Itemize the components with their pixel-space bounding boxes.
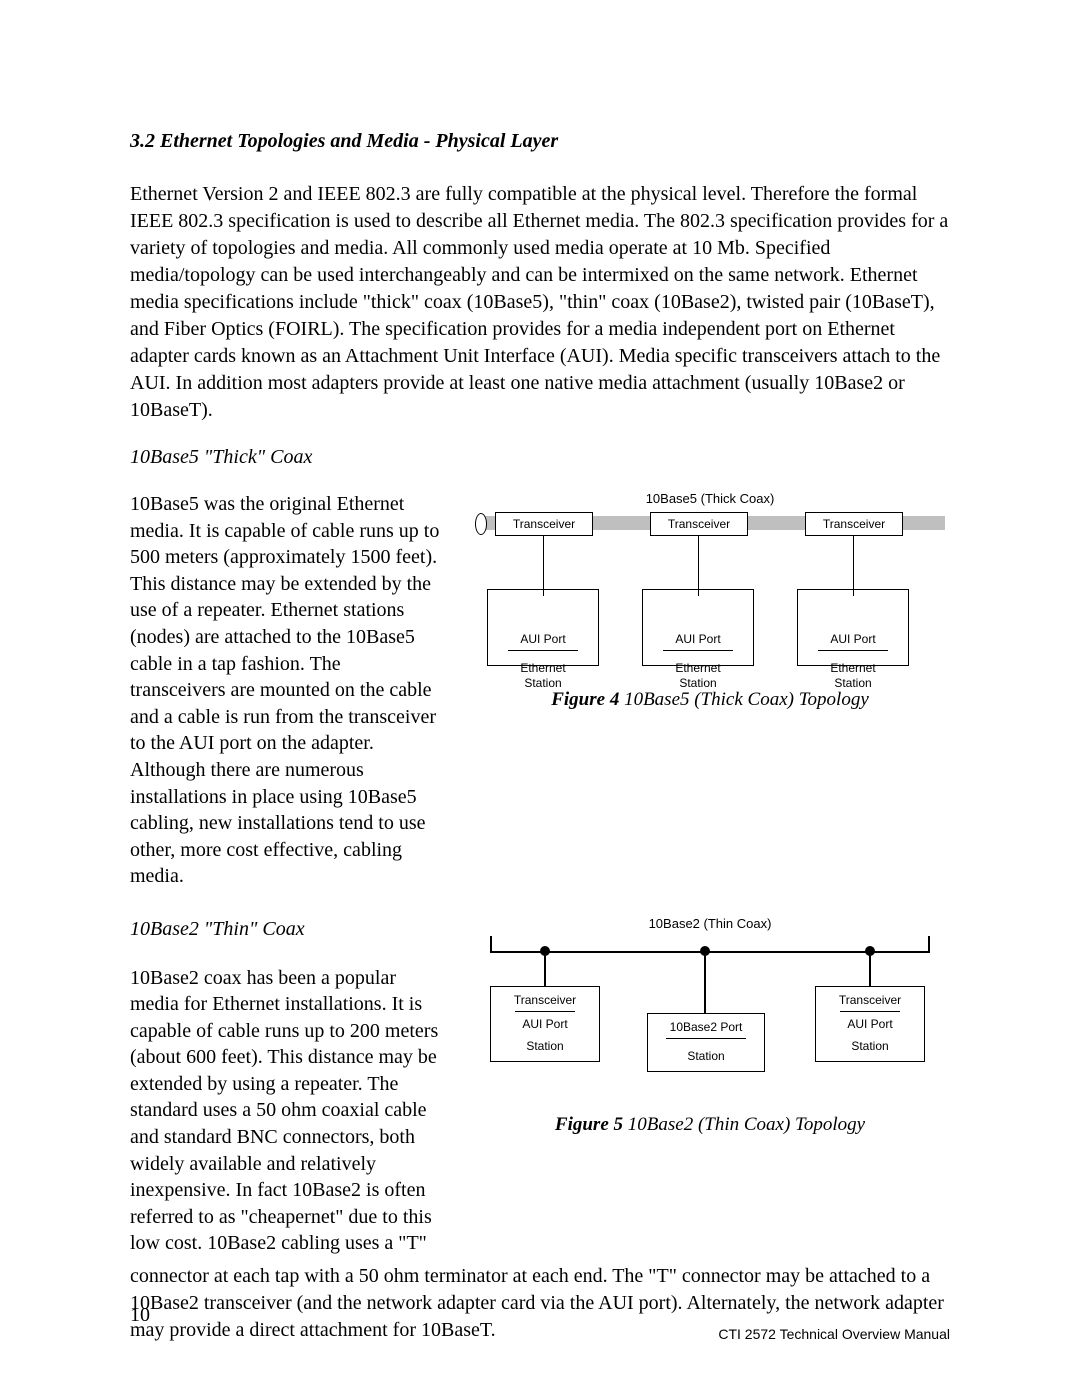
station-box: AUI Port Ethernet Station bbox=[797, 589, 909, 666]
paragraph-10base2-a: 10Base2 coax has been a popular media fo… bbox=[130, 965, 440, 1258]
aui-port-label: AUI Port bbox=[663, 632, 733, 651]
figure4-caption-number: Figure 4 bbox=[551, 689, 619, 710]
drop-line-icon bbox=[704, 951, 706, 1013]
drop-line-icon bbox=[869, 951, 871, 986]
station-label-2: Station bbox=[488, 676, 598, 691]
drop-line-icon bbox=[853, 536, 854, 596]
terminator-right-icon bbox=[928, 936, 930, 953]
station-label: Station bbox=[648, 1039, 764, 1071]
base2-port-label: 10Base2 Port bbox=[648, 1014, 764, 1038]
drop-line-icon bbox=[544, 951, 546, 986]
aui-port-label: AUI Port bbox=[818, 632, 888, 651]
paragraph-10base5: 10Base5 was the original Ethernet media.… bbox=[130, 491, 440, 890]
figure5-caption-number: Figure 5 bbox=[555, 1114, 623, 1135]
station-box: AUI Port Ethernet Station bbox=[642, 589, 754, 666]
station-label: Station bbox=[816, 1035, 924, 1061]
aui-port-label: AUI Port bbox=[816, 1012, 924, 1035]
aui-port-label: AUI Port bbox=[491, 1012, 599, 1035]
thin-coax-line-icon bbox=[490, 951, 930, 953]
station-label-2: Station bbox=[643, 676, 753, 691]
station-label-1: Ethernet bbox=[643, 661, 753, 676]
intro-paragraph: Ethernet Version 2 and IEEE 802.3 are fu… bbox=[130, 181, 950, 424]
station-box: AUI Port Ethernet Station bbox=[487, 589, 599, 666]
figure4-caption-text: 10Base5 (Thick Coax) Topology bbox=[619, 689, 868, 710]
page-number: 10 bbox=[130, 1304, 150, 1327]
terminator-left-icon bbox=[490, 936, 492, 953]
aui-port-label: AUI Port bbox=[508, 632, 578, 651]
figure4-wrapper: 10Base5 (Thick Coax) Transceiver AUI Por… bbox=[470, 491, 950, 711]
section-10base2: 10Base2 "Thin" Coax 10Base2 coax has bee… bbox=[130, 916, 950, 1257]
subheading-10base5: 10Base5 "Thick" Coax bbox=[130, 446, 950, 469]
transceiver-box: Transceiver bbox=[650, 512, 748, 536]
subheading-10base2: 10Base2 "Thin" Coax bbox=[130, 916, 440, 943]
station-label-2: Station bbox=[798, 676, 908, 691]
figure4-title: 10Base5 (Thick Coax) bbox=[475, 491, 945, 506]
figure5-node: 10Base2 Port Station bbox=[647, 1013, 765, 1072]
figure4-caption: Figure 4 10Base5 (Thick Coax) Topology bbox=[551, 689, 869, 711]
figure5-caption: Figure 5 10Base2 (Thin Coax) Topology bbox=[555, 1114, 865, 1136]
figure5-title: 10Base2 (Thin Coax) bbox=[475, 916, 945, 931]
station-label-1: Ethernet bbox=[798, 661, 908, 676]
station-label: Station bbox=[491, 1035, 599, 1061]
section-10base5: 10Base5 was the original Ethernet media.… bbox=[130, 491, 950, 890]
footer-manual-title: CTI 2572 Technical Overview Manual bbox=[718, 1326, 950, 1342]
figure5-caption-text: 10Base2 (Thin Coax) Topology bbox=[623, 1114, 865, 1135]
figure5-diagram: 10Base2 (Thin Coax) Transceiver AUI Port… bbox=[475, 916, 945, 1096]
figure5-node: Transceiver AUI Port Station bbox=[490, 986, 600, 1062]
figure5-wrapper: 10Base2 (Thin Coax) Transceiver AUI Port… bbox=[470, 916, 950, 1136]
transceiver-box: Transceiver bbox=[495, 512, 593, 536]
figure5-node: Transceiver AUI Port Station bbox=[815, 986, 925, 1062]
transceiver-label: Transceiver bbox=[816, 987, 924, 1011]
left-10base2: 10Base2 "Thin" Coax 10Base2 coax has bee… bbox=[130, 916, 440, 1257]
drop-line-icon bbox=[543, 536, 544, 596]
section-heading: 3.2 Ethernet Topologies and Media - Phys… bbox=[130, 130, 950, 153]
transceiver-label: Transceiver bbox=[491, 987, 599, 1011]
figure4-diagram: 10Base5 (Thick Coax) Transceiver AUI Por… bbox=[475, 491, 945, 671]
transceiver-box: Transceiver bbox=[805, 512, 903, 536]
drop-line-icon bbox=[698, 536, 699, 596]
terminator-icon bbox=[475, 513, 487, 535]
station-label-1: Ethernet bbox=[488, 661, 598, 676]
page: 3.2 Ethernet Topologies and Media - Phys… bbox=[0, 0, 1080, 1397]
